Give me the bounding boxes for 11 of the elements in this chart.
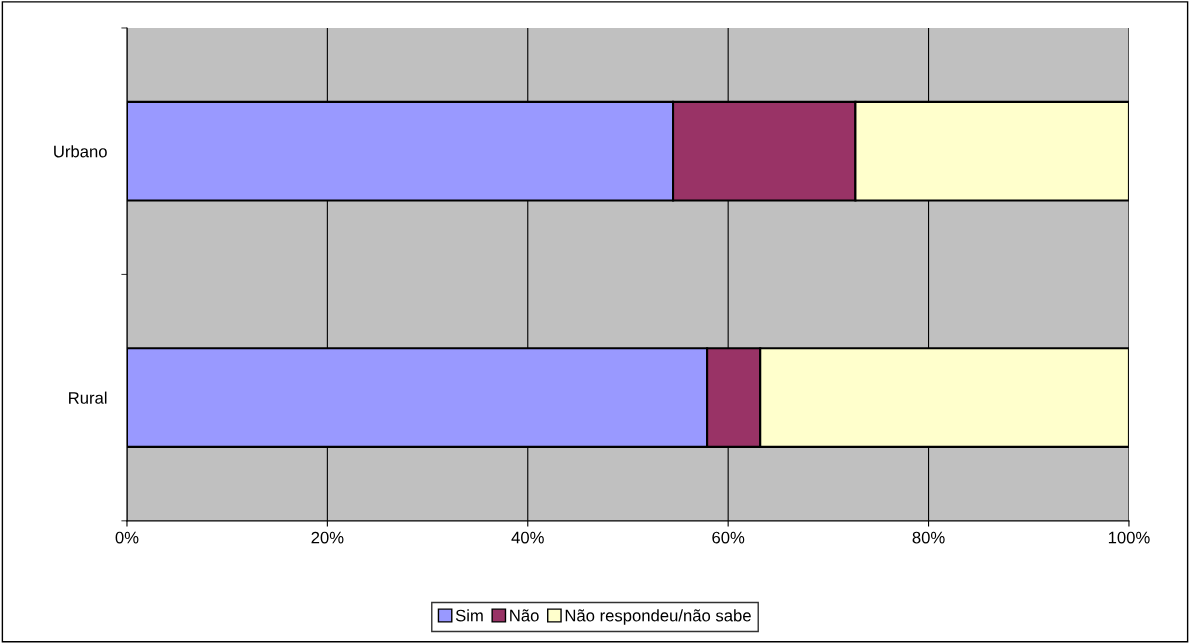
legend-label: Sim xyxy=(455,609,483,622)
y-tick-label: Urbano xyxy=(54,145,107,158)
x-tick-label: 40% xyxy=(511,531,544,544)
x-tick-label: 0% xyxy=(115,531,139,544)
x-tick-label: 60% xyxy=(712,531,745,544)
x-tick-label: 20% xyxy=(311,531,344,544)
legend-label: Não xyxy=(510,609,539,622)
x-tick-label: 100% xyxy=(1108,531,1150,544)
y-tick-label: Rural xyxy=(69,391,107,404)
legend-label: Não respondeu/não sabe xyxy=(565,609,751,625)
x-tick-label: 80% xyxy=(912,531,945,544)
